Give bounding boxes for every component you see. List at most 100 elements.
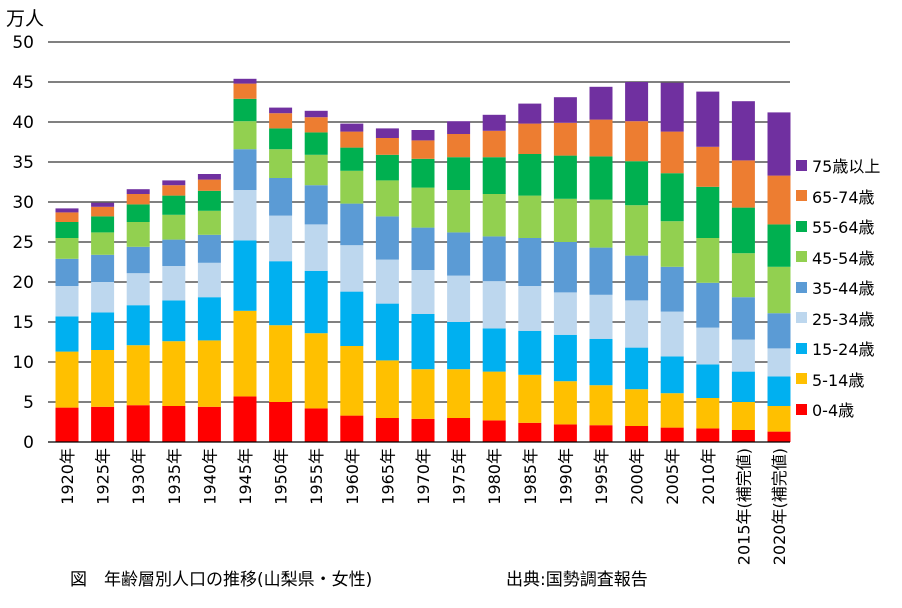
bar-segment xyxy=(696,364,720,398)
bar-segment xyxy=(126,305,150,346)
bar-segment xyxy=(126,345,150,406)
bar-segment xyxy=(304,270,328,334)
bar-segment xyxy=(340,131,364,148)
bar-segment xyxy=(269,107,293,114)
bar-segment xyxy=(126,189,150,194)
bar-segment xyxy=(162,185,186,196)
bar-segment xyxy=(660,82,684,132)
x-tick-label: 1930年 xyxy=(129,448,148,505)
bar-segment xyxy=(233,240,257,311)
legend-item: 55-64歳 xyxy=(796,211,880,242)
bar-segment xyxy=(197,210,221,235)
bar-segment xyxy=(411,227,435,270)
legend-swatch xyxy=(796,220,807,232)
bar-segment xyxy=(625,121,649,162)
bar-segment xyxy=(553,122,577,156)
bar-segment xyxy=(411,158,435,188)
bar-segment xyxy=(375,154,399,181)
bar-segment xyxy=(767,348,791,377)
bar-segment xyxy=(767,224,791,267)
bar-segment xyxy=(233,396,257,442)
bar-segment xyxy=(589,86,613,120)
bar-segment xyxy=(482,328,506,372)
bar-segment xyxy=(731,339,755,372)
bar-segment xyxy=(91,312,115,350)
x-tick-label: 2020年(補完値) xyxy=(770,448,789,565)
y-tick-label: 15 xyxy=(12,313,34,333)
bar-segment xyxy=(55,222,79,238)
bar-segment xyxy=(625,205,649,256)
x-tick-label: 1990年 xyxy=(556,448,575,505)
bar-segment xyxy=(233,78,257,84)
bar-segment xyxy=(660,393,684,428)
bar-segment xyxy=(660,221,684,267)
bar-segment xyxy=(304,224,328,271)
legend-item: 0-4歳 xyxy=(796,394,880,425)
y-tick-label: 45 xyxy=(12,73,34,93)
source-note: 出典:国勢調査報告 xyxy=(506,570,648,590)
bar-segment xyxy=(197,179,221,191)
bar-segment xyxy=(55,286,79,317)
bar-segment xyxy=(269,149,293,178)
bar-segment xyxy=(518,238,542,286)
bar-segment xyxy=(197,190,221,211)
bar-segment xyxy=(375,180,399,217)
bar-segment xyxy=(197,340,221,407)
bar-segment xyxy=(767,376,791,406)
bar-segment xyxy=(553,242,577,293)
bar-segment xyxy=(696,146,720,187)
bar-segment xyxy=(411,130,435,141)
bar-segment xyxy=(767,175,791,225)
legend-item: 75歳以上 xyxy=(796,150,880,181)
bar-segment xyxy=(731,160,755,208)
bar-segment xyxy=(269,128,293,150)
bar-segment xyxy=(660,266,684,312)
bar-segment xyxy=(518,286,542,331)
bar-segment xyxy=(162,266,186,301)
bar-segment xyxy=(269,325,293,402)
bar-segment xyxy=(625,161,649,206)
y-tick-label: 10 xyxy=(12,353,34,373)
x-tick-label: 1945年 xyxy=(236,448,255,505)
bar-segment xyxy=(518,103,542,124)
bar-segment xyxy=(589,119,613,157)
bar-segment xyxy=(660,311,684,357)
bar-segment xyxy=(731,371,755,402)
bar-segment xyxy=(91,406,115,442)
bar-segment xyxy=(731,430,755,442)
bar-segment xyxy=(589,338,613,386)
bar-segment xyxy=(660,173,684,222)
bars xyxy=(55,78,791,442)
bar-segment xyxy=(553,292,577,335)
bar-segment xyxy=(269,113,293,129)
bar-segment xyxy=(197,297,221,341)
bar-segment xyxy=(553,334,577,382)
bar-segment xyxy=(304,110,328,118)
legend-swatch xyxy=(796,403,807,415)
bar-segment xyxy=(197,262,221,298)
bar-segment xyxy=(126,204,150,222)
bar-segment xyxy=(411,314,435,370)
bar-segment xyxy=(589,294,613,339)
bar-segment xyxy=(55,208,79,213)
bar-segment xyxy=(304,132,328,155)
bar-segment xyxy=(447,134,471,158)
bar-segment xyxy=(625,426,649,442)
bar-segment xyxy=(447,157,471,190)
legend-swatch xyxy=(796,159,807,171)
bar-segment xyxy=(447,190,471,233)
x-tick-label: 1950年 xyxy=(272,448,291,505)
bar-segment xyxy=(91,216,115,233)
bar-segment xyxy=(482,194,506,237)
bar-segment xyxy=(589,425,613,442)
bar-segment xyxy=(447,418,471,442)
bar-segment xyxy=(767,112,791,176)
x-tick-label: 2000年 xyxy=(628,448,647,505)
bar-segment xyxy=(55,407,79,442)
bar-segment xyxy=(625,300,649,348)
bar-segment xyxy=(91,282,115,313)
bar-segment xyxy=(482,157,506,194)
bar-segment xyxy=(553,424,577,442)
bar-segment xyxy=(91,202,115,207)
bar-segment xyxy=(660,427,684,442)
